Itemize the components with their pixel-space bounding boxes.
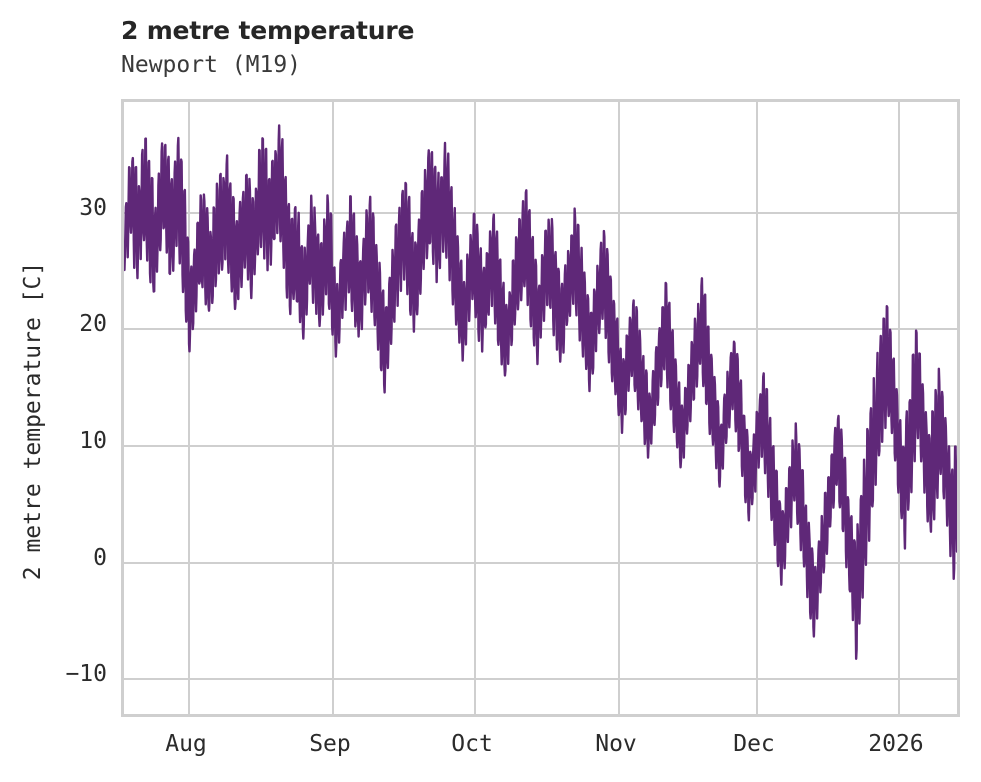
y-tick-label: 20 xyxy=(79,311,107,338)
gridline-vertical xyxy=(188,102,191,714)
gridline-vertical xyxy=(756,102,759,714)
y-tick-label: 10 xyxy=(79,427,107,454)
gridline-vertical xyxy=(331,102,334,714)
temperature-line xyxy=(124,124,957,660)
x-tick-label: 2026 xyxy=(868,731,924,757)
x-tick-label: Dec xyxy=(733,731,775,757)
gridline-vertical xyxy=(474,102,477,714)
plot-inner xyxy=(124,102,957,714)
y-tick-label: 0 xyxy=(93,544,107,571)
chart-subtitle: Newport (M19) xyxy=(121,52,302,78)
x-tick-label: Sep xyxy=(309,731,351,757)
gridline-horizontal xyxy=(124,561,957,564)
page-title: 2 metre temperature xyxy=(121,16,415,45)
gridline-horizontal xyxy=(124,678,957,681)
x-tick-label: Nov xyxy=(595,731,637,757)
plot-area xyxy=(121,99,960,717)
gridline-vertical xyxy=(897,102,900,714)
gridline-horizontal xyxy=(124,444,957,447)
y-tick-label: 30 xyxy=(79,194,107,221)
temperature-series xyxy=(124,124,957,660)
gridline-horizontal xyxy=(124,211,957,214)
y-tick-label: −10 xyxy=(65,661,107,688)
x-tick-label: Oct xyxy=(451,731,493,757)
x-tick-label: Aug xyxy=(165,731,207,757)
y-axis-label: 2 metre temperature [C] xyxy=(20,261,46,581)
